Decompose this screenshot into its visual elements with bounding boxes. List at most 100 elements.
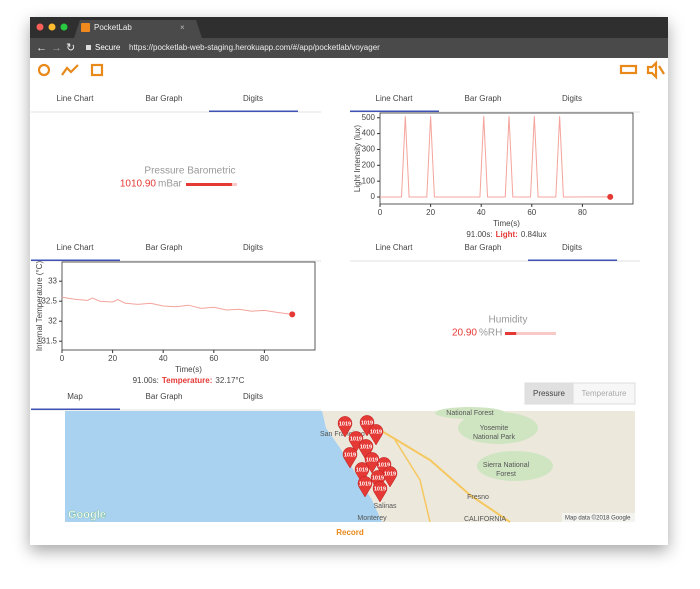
map-marker-label[interactable]: 1019 xyxy=(366,457,378,463)
status-line: 91.00s: Temperature: 32.17°C xyxy=(133,376,245,385)
y-tick-label: 32 xyxy=(48,316,57,325)
level-bar xyxy=(505,332,517,335)
map-marker[interactable] xyxy=(370,470,386,492)
graph-icon[interactable] xyxy=(61,64,79,76)
tab[interactable]: Digits xyxy=(243,94,263,103)
map-place: Fresno xyxy=(467,494,489,501)
ruler-icon[interactable] xyxy=(619,64,638,75)
y-axis-label: Light Intensity (lux) xyxy=(353,125,362,192)
y-tick-label: 500 xyxy=(362,113,376,122)
map-marker-label[interactable]: 1019 xyxy=(370,429,382,435)
map-place: Monterey xyxy=(357,515,387,522)
map-marker-label[interactable]: 1019 xyxy=(350,436,362,442)
map-logo: Google xyxy=(68,509,106,521)
url[interactable]: https://pocketlab-web-staging.herokuapp.… xyxy=(129,43,380,52)
sensor-icon[interactable] xyxy=(90,63,104,77)
x-tick-label: 0 xyxy=(60,354,65,363)
map-marker[interactable] xyxy=(368,424,384,446)
x-tick-label: 20 xyxy=(426,208,435,217)
map-place: National Park xyxy=(473,434,516,441)
map-toggle[interactable] xyxy=(572,382,636,405)
tab[interactable]: Line Chart xyxy=(57,94,95,103)
reload-button[interactable]: ↻ xyxy=(66,42,75,54)
plot-frame xyxy=(379,112,634,205)
tab[interactable]: Digits xyxy=(562,94,582,103)
map-marker[interactable] xyxy=(382,466,398,488)
map-marker-label[interactable]: 1019 xyxy=(361,420,373,426)
tab[interactable]: Bar Graph xyxy=(146,243,183,252)
minimize-button[interactable] xyxy=(48,23,56,31)
active-tab-indicator xyxy=(350,110,439,112)
digit-value: 1010.90 xyxy=(120,179,157,190)
map-marker[interactable] xyxy=(342,447,358,469)
address-bar xyxy=(30,38,668,58)
status-label: Light: xyxy=(496,230,518,239)
map-marker-label[interactable]: 1019 xyxy=(356,467,368,473)
map-marker-label[interactable]: 1019 xyxy=(359,481,371,487)
map-marker[interactable] xyxy=(354,462,370,484)
tab[interactable]: Bar Graph xyxy=(465,243,502,252)
close-button[interactable] xyxy=(36,23,44,31)
map-marker[interactable] xyxy=(376,457,392,479)
y-tick-label: 200 xyxy=(362,160,376,169)
map-marker-label[interactable]: 1019 xyxy=(372,475,384,481)
map-marker-label[interactable]: 1019 xyxy=(360,444,372,450)
browser-tab[interactable] xyxy=(74,20,202,38)
map-marker-label[interactable]: 1019 xyxy=(339,421,351,427)
digit-title: Pressure Barometric xyxy=(144,166,235,177)
toolbar-icons xyxy=(37,60,665,80)
map-marker-label[interactable]: 1019 xyxy=(384,471,396,477)
tab[interactable]: Digits xyxy=(243,243,263,252)
tab[interactable]: Line Chart xyxy=(376,94,414,103)
tab[interactable]: Digits xyxy=(562,243,582,252)
active-tab-indicator xyxy=(528,259,617,261)
tab[interactable]: Map xyxy=(67,392,83,401)
map-marker[interactable] xyxy=(337,416,353,438)
digit-unit: %RH xyxy=(479,328,502,339)
map-marker-label[interactable]: 1019 xyxy=(344,452,356,458)
map-place: National Forest xyxy=(446,410,494,417)
tab[interactable]: Bar Graph xyxy=(146,94,183,103)
map-marker-label[interactable]: 1019 xyxy=(374,486,386,492)
map-marker[interactable] xyxy=(372,481,388,503)
back-button[interactable]: ← xyxy=(36,42,47,54)
map-place: CALIFORNIA xyxy=(464,516,506,523)
map-marker-label[interactable]: 1019 xyxy=(378,462,390,468)
level-bar xyxy=(186,183,232,186)
tab[interactable]: Line Chart xyxy=(376,243,414,252)
y-axis-label: Internal Temperature (°C) xyxy=(35,261,44,352)
map-marker[interactable] xyxy=(358,439,374,461)
map-marker[interactable] xyxy=(359,415,375,437)
x-tick-label: 40 xyxy=(477,208,486,217)
tab[interactable]: Bar Graph xyxy=(465,94,502,103)
tab[interactable]: Bar Graph xyxy=(146,392,183,401)
tab-title: PocketLab xyxy=(94,23,132,32)
x-tick-label: 40 xyxy=(159,354,168,363)
secure-label: Secure xyxy=(95,43,121,52)
forward-button[interactable]: → xyxy=(51,42,62,54)
map-marker[interactable] xyxy=(357,476,373,498)
map-place: Forest xyxy=(496,471,516,478)
map-toggle-label[interactable]: Temperature xyxy=(582,389,627,398)
status-value: 0.84lux xyxy=(521,230,547,239)
tab[interactable]: Digits xyxy=(243,392,263,401)
digit-unit: mBar xyxy=(158,179,183,190)
tab[interactable]: Line Chart xyxy=(57,243,95,252)
level-track xyxy=(505,332,556,335)
map-place: Yosemite xyxy=(480,425,509,432)
park-area xyxy=(458,412,538,444)
mute-icon[interactable] xyxy=(646,60,665,80)
maximize-button[interactable] xyxy=(60,23,68,31)
x-axis-label: Time(s) xyxy=(175,365,202,374)
settings-icon[interactable] xyxy=(37,63,51,77)
map-toggle-label[interactable]: Pressure xyxy=(533,389,566,398)
y-tick-label: 33 xyxy=(48,276,57,285)
digit-title: Humidity xyxy=(489,315,528,326)
active-tab-indicator xyxy=(209,110,298,112)
tab-close[interactable]: × xyxy=(180,23,185,32)
record-button[interactable]: Record xyxy=(336,528,364,537)
digit-value: 20.90 xyxy=(452,328,477,339)
map[interactable]: San Francisco National Forest Yosemite Nati… xyxy=(65,407,635,523)
